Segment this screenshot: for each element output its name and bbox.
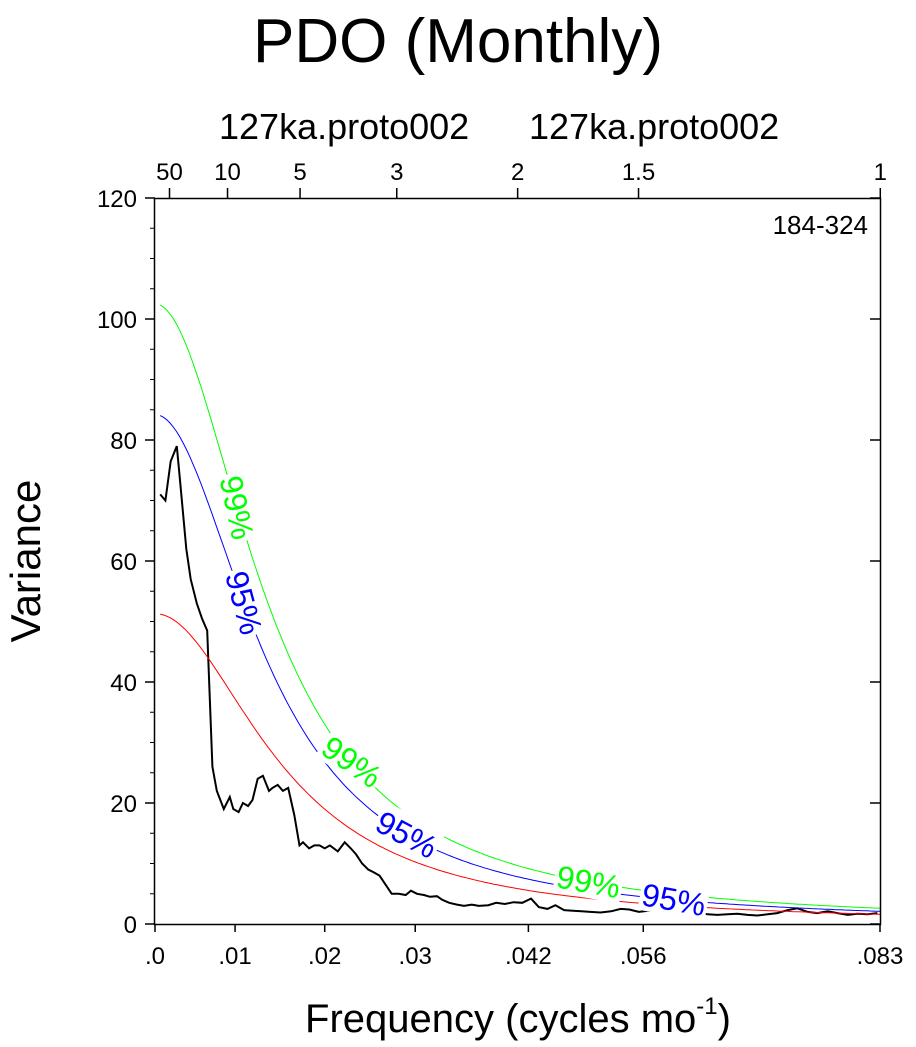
period-tick-label: 5 — [293, 159, 306, 186]
black-spectrum-line — [159, 445, 878, 917]
period-tick-label: 50 — [156, 159, 183, 186]
significance-labels: 95%95%95%99%99%99% — [213, 470, 711, 923]
period-tick-label: 10 — [214, 159, 241, 186]
green-significance-label: 99% — [315, 729, 388, 795]
blue-spectrum-line — [159, 415, 881, 912]
red-spectrum-line — [160, 613, 881, 915]
blue-significance-label: 95% — [639, 876, 708, 923]
green-spectrum-line — [159, 304, 881, 909]
x-tick-label: .03 — [399, 943, 432, 970]
y-tick-label-zero: 0 — [124, 912, 137, 939]
y-tick-label-one-hundred-twenty: 120 — [97, 186, 137, 213]
plot-frame — [153, 197, 882, 926]
x-tick-label: .083 — [857, 943, 904, 970]
y-tick-label-forty: 40 — [110, 670, 137, 697]
label-mask — [552, 856, 626, 904]
y-tick-label-sixty: 60 — [110, 549, 137, 576]
chart-title: PDO (Monthly) — [253, 7, 663, 76]
label-mask — [314, 726, 392, 795]
x-tick-label: .01 — [218, 943, 251, 970]
y-tick-label-twenty: 20 — [110, 791, 137, 818]
label-mask — [219, 564, 272, 640]
y-axis-label: Variance — [2, 480, 49, 643]
chart-subtitle-right: 127ka.proto002 — [529, 106, 779, 147]
y-tick-label-eighty: 80 — [110, 428, 137, 455]
x-tick-label: .0 — [145, 943, 165, 970]
x-tick-label: .056 — [620, 943, 667, 970]
axis-ticks: 0 20 40 60 80 100 120 .0 .01 .02 .03 .042 .056 .083 50… — [97, 159, 903, 970]
chart-subtitle-left: 127ka.proto002 — [219, 106, 469, 147]
period-tick-label: 1 — [874, 159, 887, 186]
label-mask — [214, 470, 264, 545]
x-axis-label: Frequency (cycles mo-1) — [305, 993, 731, 1041]
blue-significance-label: 95% — [218, 567, 269, 638]
period-tick-label: 1.5 — [622, 159, 655, 186]
x-axis-label-exponent: -1 — [696, 993, 717, 1020]
label-mask — [637, 874, 711, 922]
green-significance-label: 99% — [554, 859, 623, 906]
label-mask — [368, 801, 446, 865]
period-tick-label: 2 — [511, 159, 524, 186]
period-tick-label: 3 — [390, 159, 403, 186]
x-tick-label: .042 — [505, 943, 552, 970]
y-tick-label-one-hundred: 100 — [97, 307, 137, 334]
green-significance-label: 99% — [213, 473, 262, 543]
x-axis-label-close: ) — [718, 997, 731, 1041]
plot-curves — [159, 304, 881, 917]
x-axis-label-main: Frequency (cycles mo — [305, 997, 696, 1041]
x-tick-label: .02 — [308, 943, 341, 970]
plot-annotation: 184-324 — [773, 210, 868, 240]
